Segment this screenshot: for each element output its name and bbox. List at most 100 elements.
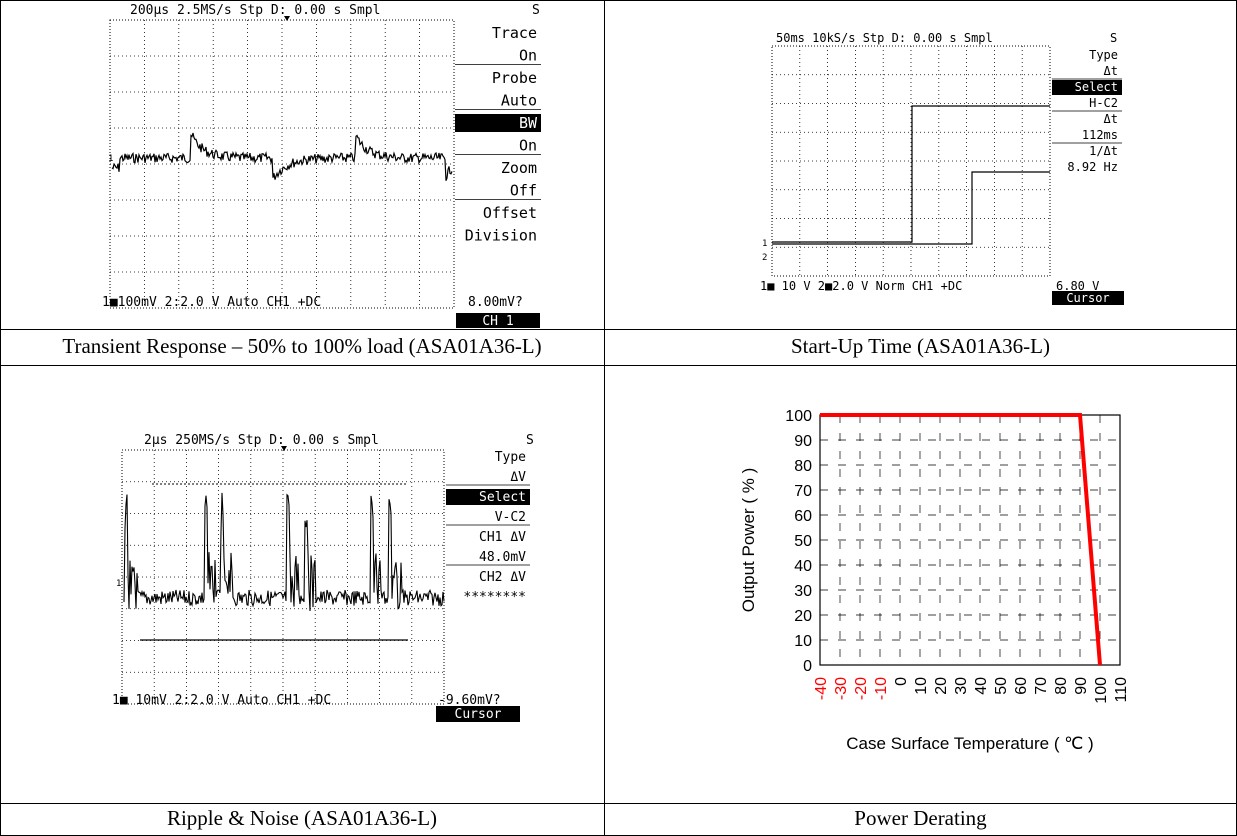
table-divider-1: [0, 329, 1237, 330]
scope3-header: 2μs 250MS/s Stp D: 0.00 s Smpl: [144, 433, 379, 448]
scope1-ch1-button[interactable]: [456, 313, 540, 328]
scope1-header: 200μs 2.5MS/s Stp D: 0.00 s Smpl: [130, 3, 380, 18]
scope1-ch1-button-label: CH 1: [482, 314, 513, 328]
menu-item[interactable]: 48.0mV: [479, 550, 526, 565]
table-divider-2: [0, 365, 1237, 366]
x-tick-label: 10: [913, 677, 930, 695]
menu-item[interactable]: On: [519, 47, 537, 65]
x-tick-label: -40: [813, 677, 830, 700]
y-tick-label: 50: [794, 533, 812, 550]
y-tick-label: 60: [794, 508, 812, 525]
y-tick-label: 90: [794, 433, 812, 450]
x-tick-label: 100: [1093, 677, 1110, 704]
menu-item[interactable]: Off: [510, 182, 537, 200]
menu-item[interactable]: Trace: [492, 24, 537, 42]
x-tick-label: 80: [1053, 677, 1070, 695]
scope3-graticule: [122, 450, 444, 704]
scope2-frame: [771, 45, 1051, 277]
scope2-header: 50ms 10kS/s Stp D: 0.00 s Smpl: [776, 31, 993, 45]
caption-ripple: Ripple & Noise (ASA01A36-L): [166, 806, 438, 830]
menu-item[interactable]: Type: [1089, 48, 1118, 62]
scope3-cursor-button-label: Cursor: [455, 707, 502, 722]
derating-grid: [820, 415, 1120, 665]
scope1-header-right: S: [532, 3, 540, 18]
menu-item[interactable]: ΔV: [510, 470, 526, 485]
y-tick-label: 20: [794, 608, 812, 625]
menu-item[interactable]: ********: [463, 590, 526, 605]
scope2-header-right: S: [1110, 31, 1117, 45]
scope2-waveform: [772, 105, 1050, 245]
x-tick-label: 20: [933, 677, 950, 695]
scope2-menu: Type Δt Select H-C2 Δt 112ms 1/Δt 8.92 Hz: [1052, 48, 1122, 174]
x-tick-label: 40: [973, 677, 990, 695]
y-tick-label: 70: [794, 483, 812, 500]
x-tick-label: 110: [1113, 677, 1130, 703]
x-tick-label: 50: [993, 677, 1010, 695]
menu-item[interactable]: Select: [1075, 80, 1118, 94]
menu-item[interactable]: 1/Δt: [1089, 144, 1118, 158]
scope3-menu: Type ΔV Select V-C2 CH1 ΔV 48.0mV CH2 ΔV ******…: [446, 450, 530, 605]
derating-x-axis-label: Case Surface Temperature ( ℃ ): [846, 734, 1093, 753]
derating-y-ticks: 0 10 20 30 40 50 60 70 80 90 100: [785, 408, 812, 675]
scope3-footer-value: -9.60mV?: [438, 693, 501, 708]
scope2-ch1-marker: 1: [762, 239, 767, 249]
menu-item[interactable]: Select: [479, 490, 526, 505]
scope-screen-transient: 200μs 2.5MS/s Stp D: 0.00 s Smpl S Trace…: [102, 3, 541, 328]
scope1-ch1-marker: 1: [108, 154, 113, 164]
menu-item[interactable]: Δt: [1104, 112, 1118, 126]
trigger-marker-icon: [281, 446, 287, 451]
menu-item[interactable]: Δt: [1104, 64, 1118, 78]
scope1-menu: Trace On Probe Auto BW On Zoom Off Offset Divisio…: [455, 24, 541, 245]
x-tick-label: 30: [953, 677, 970, 695]
menu-highlight: [446, 489, 530, 505]
menu-highlight: [1052, 80, 1122, 95]
scope1-waveform: [111, 132, 453, 181]
derating-y-axis-label: Output Power ( % ): [739, 468, 758, 613]
menu-item[interactable]: Offset: [483, 204, 537, 222]
scope2-cursor-button[interactable]: [1052, 291, 1124, 305]
menu-item[interactable]: Zoom: [501, 159, 537, 177]
caption-startup: Start-Up Time (ASA01A36-L): [790, 334, 1050, 358]
scope3-footer: 1■ 10mV 2:2.0 V Auto CH1 +DC: [112, 693, 331, 708]
menu-item[interactable]: 8.92 Hz: [1067, 160, 1118, 174]
y-tick-label: 10: [794, 633, 812, 650]
menu-item[interactable]: V-C2: [495, 510, 526, 525]
menu-item[interactable]: CH1 ΔV: [479, 530, 526, 545]
table-border-top: [0, 0, 1237, 1]
scope3-waveform: [123, 492, 445, 612]
trigger-marker-icon: [284, 16, 290, 21]
scope1-graticule: [110, 20, 454, 308]
derating-x-ticks: -40 -30 -20 -10 0 10 20 30 40 50 60 70 80 90 100 110: [813, 677, 1130, 704]
menu-item[interactable]: 112ms: [1082, 128, 1118, 142]
caption-transient: Transient Response – 50% to 100% load (A…: [62, 334, 542, 358]
menu-item[interactable]: CH2 ΔV: [479, 570, 526, 585]
scope1-footer: 1■100mV 2:2.0 V Auto CH1 +DC: [102, 295, 321, 310]
scope3-cursor-button[interactable]: [436, 706, 520, 722]
menu-item[interactable]: Auto: [501, 92, 537, 110]
scope2-footer: 1■ 10 V 2■2.0 V Norm CH1 +DC: [760, 279, 962, 293]
menu-item[interactable]: Type: [495, 450, 526, 465]
y-tick-label: 30: [794, 583, 812, 600]
scope2-footer-value: 6.80 V: [1056, 279, 1099, 293]
x-tick-label: -10: [873, 677, 890, 700]
table-border-left: [0, 0, 1, 836]
x-tick-label: 90: [1073, 677, 1090, 695]
scope3-header-right: S: [526, 433, 534, 448]
scope-screen-startup: 50ms 10kS/s Stp D: 0.00 s Smpl S Type Δt S…: [760, 31, 1124, 305]
menu-item[interactable]: On: [519, 137, 537, 155]
scope2-ch2-marker: 2: [762, 253, 767, 263]
menu-item[interactable]: H-C2: [1089, 96, 1118, 110]
menu-item[interactable]: Division: [465, 227, 537, 245]
derating-curve: [820, 413, 1102, 666]
scope3-ch1-marker: 1: [116, 579, 121, 589]
scope-screen-ripple: 2μs 250MS/s Stp D: 0.00 s Smpl S Type ΔV S…: [112, 433, 534, 722]
menu-item[interactable]: Probe: [492, 69, 537, 87]
scope2-cursor-button-label: Cursor: [1066, 291, 1109, 305]
y-tick-label: 80: [794, 458, 812, 475]
scope1-frame: [109, 19, 455, 309]
y-tick-label: 100: [785, 408, 812, 425]
scope1-footer-value: 8.00mV?: [468, 295, 523, 310]
caption-derating: Power Derating: [854, 806, 987, 830]
menu-item[interactable]: BW: [519, 114, 538, 132]
